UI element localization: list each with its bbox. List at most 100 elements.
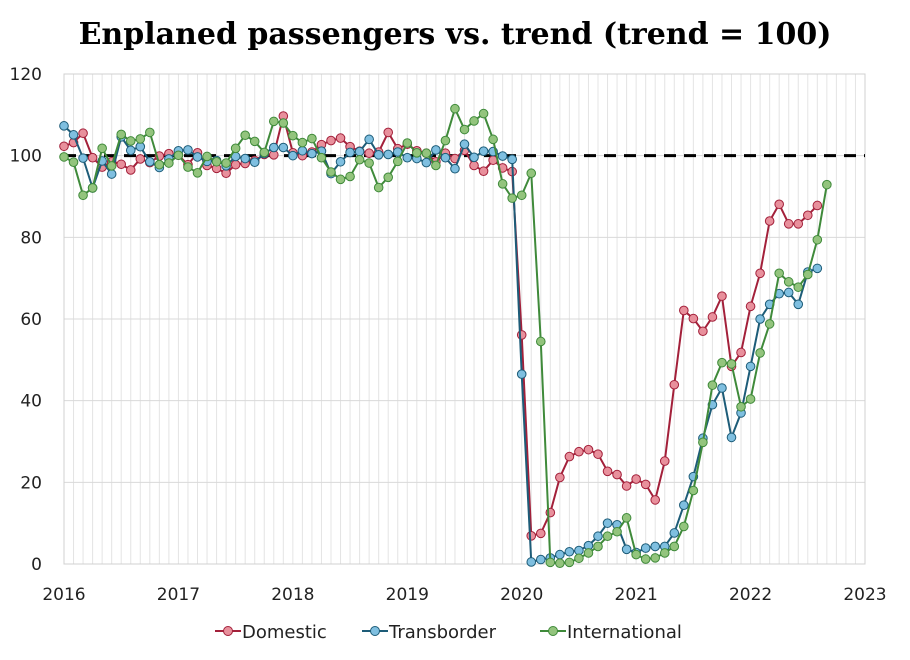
data-point-transborder [78, 153, 88, 163]
series-international [59, 103, 832, 568]
data-point-transborder [431, 145, 441, 155]
data-point-international [288, 130, 298, 141]
data-point-transborder [278, 142, 289, 153]
data-point-international [488, 134, 498, 145]
data-point-international [478, 108, 489, 119]
data-point-international [249, 136, 260, 147]
data-point-international [669, 541, 680, 552]
y-tick-label: 100 [10, 147, 42, 167]
data-point-transborder [526, 557, 537, 567]
data-point-international [621, 513, 632, 523]
data-point-transborder [240, 153, 250, 164]
data-point-transborder [354, 146, 365, 157]
data-point-international [659, 548, 670, 558]
data-point-international [459, 124, 470, 135]
x-tick-label: 2016 [42, 585, 85, 605]
series-line-domestic [63, 115, 819, 537]
data-point-transborder [183, 145, 193, 155]
data-point-international [97, 143, 107, 154]
data-point-international [783, 277, 794, 287]
data-point-transborder [307, 148, 317, 159]
data-point-transborder [535, 554, 546, 565]
data-point-transborder [640, 543, 651, 553]
data-point-domestic [469, 160, 479, 171]
data-point-international [555, 558, 565, 568]
data-point-international [545, 557, 556, 568]
data-point-international [507, 193, 517, 203]
data-point-international [612, 526, 622, 537]
data-point-international [316, 152, 327, 163]
data-point-international [802, 269, 813, 280]
y-tick-label: 60 [20, 310, 42, 330]
data-point-transborder [726, 432, 737, 443]
data-point-transborder [450, 163, 460, 174]
data-point-international [335, 174, 346, 185]
data-point-domestic [59, 141, 69, 152]
data-point-domestic [717, 291, 727, 301]
data-point-international [707, 380, 718, 390]
x-tick-label: 2021 [615, 585, 658, 605]
data-point-transborder [59, 121, 69, 131]
data-point-transborder [106, 169, 117, 179]
data-point-international [431, 160, 441, 171]
data-point-domestic [764, 216, 775, 226]
series-line-transborder [63, 125, 818, 563]
data-point-domestic [125, 165, 136, 175]
data-point-international [164, 158, 174, 168]
legend-label-international: International [567, 622, 682, 643]
data-point-transborder [249, 157, 260, 167]
data-point-international [116, 129, 127, 140]
data-point-international [402, 138, 413, 148]
data-point-domestic [659, 456, 670, 466]
data-point-domestic [669, 379, 680, 390]
data-point-transborder [717, 383, 727, 393]
data-point-transborder [650, 541, 661, 552]
data-point-international [297, 137, 308, 148]
data-point-domestic [116, 159, 127, 170]
data-point-transborder [297, 145, 308, 156]
data-point-international [106, 161, 117, 171]
data-point-transborder [459, 139, 470, 150]
data-point-international [125, 136, 136, 146]
data-point-international [602, 531, 613, 542]
data-point-international [326, 167, 336, 177]
data-point-transborder [335, 156, 346, 167]
legend-label-transborder: Transborder [388, 622, 497, 643]
data-point-international [230, 143, 241, 154]
data-point-international [450, 103, 460, 114]
data-point-domestic [621, 481, 632, 491]
series-transborder [59, 121, 823, 567]
data-point-international [412, 148, 422, 158]
data-point-domestic [802, 210, 813, 221]
x-tick-label: 2020 [500, 585, 543, 605]
data-point-international [698, 437, 708, 448]
data-point-transborder [669, 528, 680, 538]
data-point-international [736, 401, 746, 412]
data-point-domestic [631, 474, 641, 484]
data-point-international [211, 156, 222, 167]
data-point-international [278, 118, 289, 128]
y-tick-label: 20 [20, 473, 42, 493]
data-point-domestic [335, 133, 346, 143]
data-point-international [755, 348, 765, 358]
y-tick-label: 40 [20, 392, 42, 412]
data-point-transborder [593, 531, 603, 542]
data-point-transborder [478, 146, 489, 156]
data-point-domestic [793, 219, 804, 229]
data-point-transborder [602, 518, 613, 528]
data-point-international [78, 190, 88, 201]
y-tick-label: 120 [10, 65, 42, 85]
data-point-transborder [516, 369, 527, 379]
data-point-international [173, 150, 184, 161]
data-point-domestic [679, 305, 689, 316]
data-point-domestic [612, 469, 622, 480]
data-point-international [650, 553, 661, 563]
data-point-domestic [593, 449, 603, 459]
data-point-transborder [373, 150, 384, 160]
data-point-international [135, 134, 146, 144]
data-point-transborder [268, 142, 279, 153]
data-point-international [383, 172, 394, 183]
data-point-domestic [688, 313, 699, 324]
data-point-domestic [87, 152, 98, 163]
